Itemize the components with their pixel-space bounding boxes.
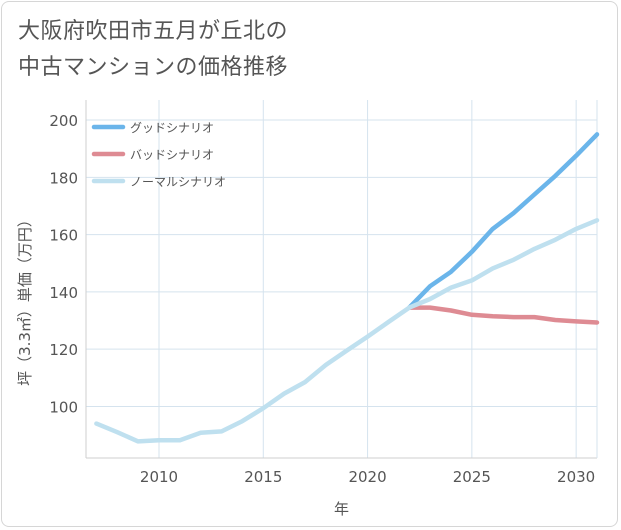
y-tick-label-120: 120 [49, 341, 78, 359]
y-tick-label-140: 140 [49, 284, 78, 302]
legend-label-0: グッドシナリオ [130, 121, 214, 135]
series-line-1 [407, 305, 600, 325]
x-tick-label-2015: 2015 [244, 468, 282, 486]
y-tick-label-180: 180 [49, 169, 78, 187]
y-tick-label-160: 160 [49, 227, 78, 245]
axes: 100 120 140 160 180 200 2010 2015 2020 2025 2030 [49, 100, 598, 486]
y-tick-label-100: 100 [49, 398, 78, 416]
x-tick-label-2020: 2020 [348, 468, 386, 486]
y-axis-title: 坪（3.3㎡）単価（万円） [16, 212, 34, 386]
x-axis-title: 年 [334, 500, 349, 518]
chart-title: 大阪府吹田市五月が丘北の 中古マンションの価格推移 [18, 14, 288, 86]
x-tick-label-2030: 2030 [557, 468, 595, 486]
y-tick-label-200: 200 [49, 112, 78, 130]
series-lines [94, 132, 600, 444]
x-tick-label-2025: 2025 [453, 468, 491, 486]
x-tick-label-2010: 2010 [140, 468, 178, 486]
grid-lines [86, 100, 597, 458]
chart-title-line-2: 中古マンションの価格推移 [18, 55, 289, 80]
legend-label-2: ノーマルシナリオ [130, 175, 226, 189]
chart-title-line-1: 大阪府吹田市五月が丘北の [18, 19, 289, 44]
series-line-2 [94, 218, 600, 444]
legend-label-1: バッドシナリオ [130, 148, 214, 162]
series-line-0 [407, 132, 600, 310]
